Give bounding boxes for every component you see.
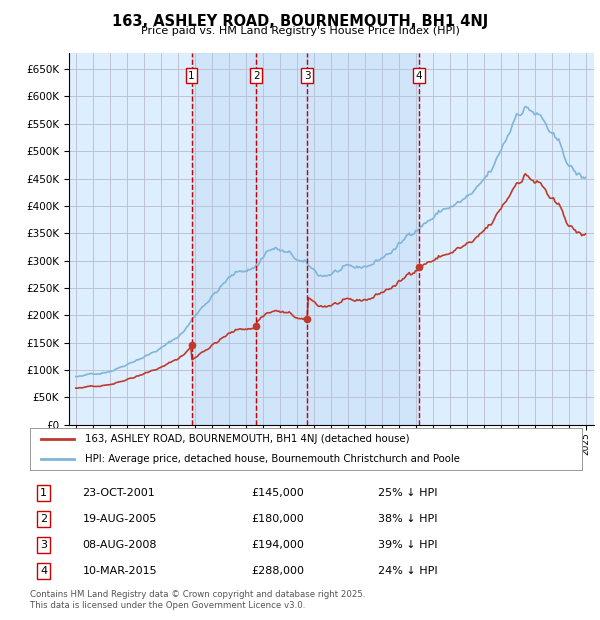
Text: Price paid vs. HM Land Registry's House Price Index (HPI): Price paid vs. HM Land Registry's House …	[140, 26, 460, 36]
Text: 23-OCT-2001: 23-OCT-2001	[82, 488, 155, 498]
Text: 25% ↓ HPI: 25% ↓ HPI	[378, 488, 437, 498]
Text: 10-MAR-2015: 10-MAR-2015	[82, 566, 157, 576]
Text: 24% ↓ HPI: 24% ↓ HPI	[378, 566, 437, 576]
Bar	[191, 53, 256, 425]
Text: 4: 4	[416, 71, 422, 81]
Text: £180,000: £180,000	[251, 514, 304, 524]
Text: £288,000: £288,000	[251, 566, 304, 576]
Text: 3: 3	[304, 71, 310, 81]
Bar	[256, 53, 307, 425]
Text: 3: 3	[40, 540, 47, 550]
Text: 2: 2	[40, 514, 47, 524]
Text: £145,000: £145,000	[251, 488, 304, 498]
Bar	[307, 53, 419, 425]
Text: 1: 1	[40, 488, 47, 498]
Text: HPI: Average price, detached house, Bournemouth Christchurch and Poole: HPI: Average price, detached house, Bour…	[85, 454, 460, 464]
Text: 19-AUG-2005: 19-AUG-2005	[82, 514, 157, 524]
Text: 08-AUG-2008: 08-AUG-2008	[82, 540, 157, 550]
Text: Contains HM Land Registry data © Crown copyright and database right 2025.
This d: Contains HM Land Registry data © Crown c…	[30, 590, 365, 609]
Text: £194,000: £194,000	[251, 540, 304, 550]
Text: 1: 1	[188, 71, 195, 81]
Text: 39% ↓ HPI: 39% ↓ HPI	[378, 540, 437, 550]
Text: 38% ↓ HPI: 38% ↓ HPI	[378, 514, 437, 524]
Text: 163, ASHLEY ROAD, BOURNEMOUTH, BH1 4NJ (detached house): 163, ASHLEY ROAD, BOURNEMOUTH, BH1 4NJ (…	[85, 434, 410, 444]
Text: 2: 2	[253, 71, 260, 81]
Text: 163, ASHLEY ROAD, BOURNEMOUTH, BH1 4NJ: 163, ASHLEY ROAD, BOURNEMOUTH, BH1 4NJ	[112, 14, 488, 29]
Text: 4: 4	[40, 566, 47, 576]
